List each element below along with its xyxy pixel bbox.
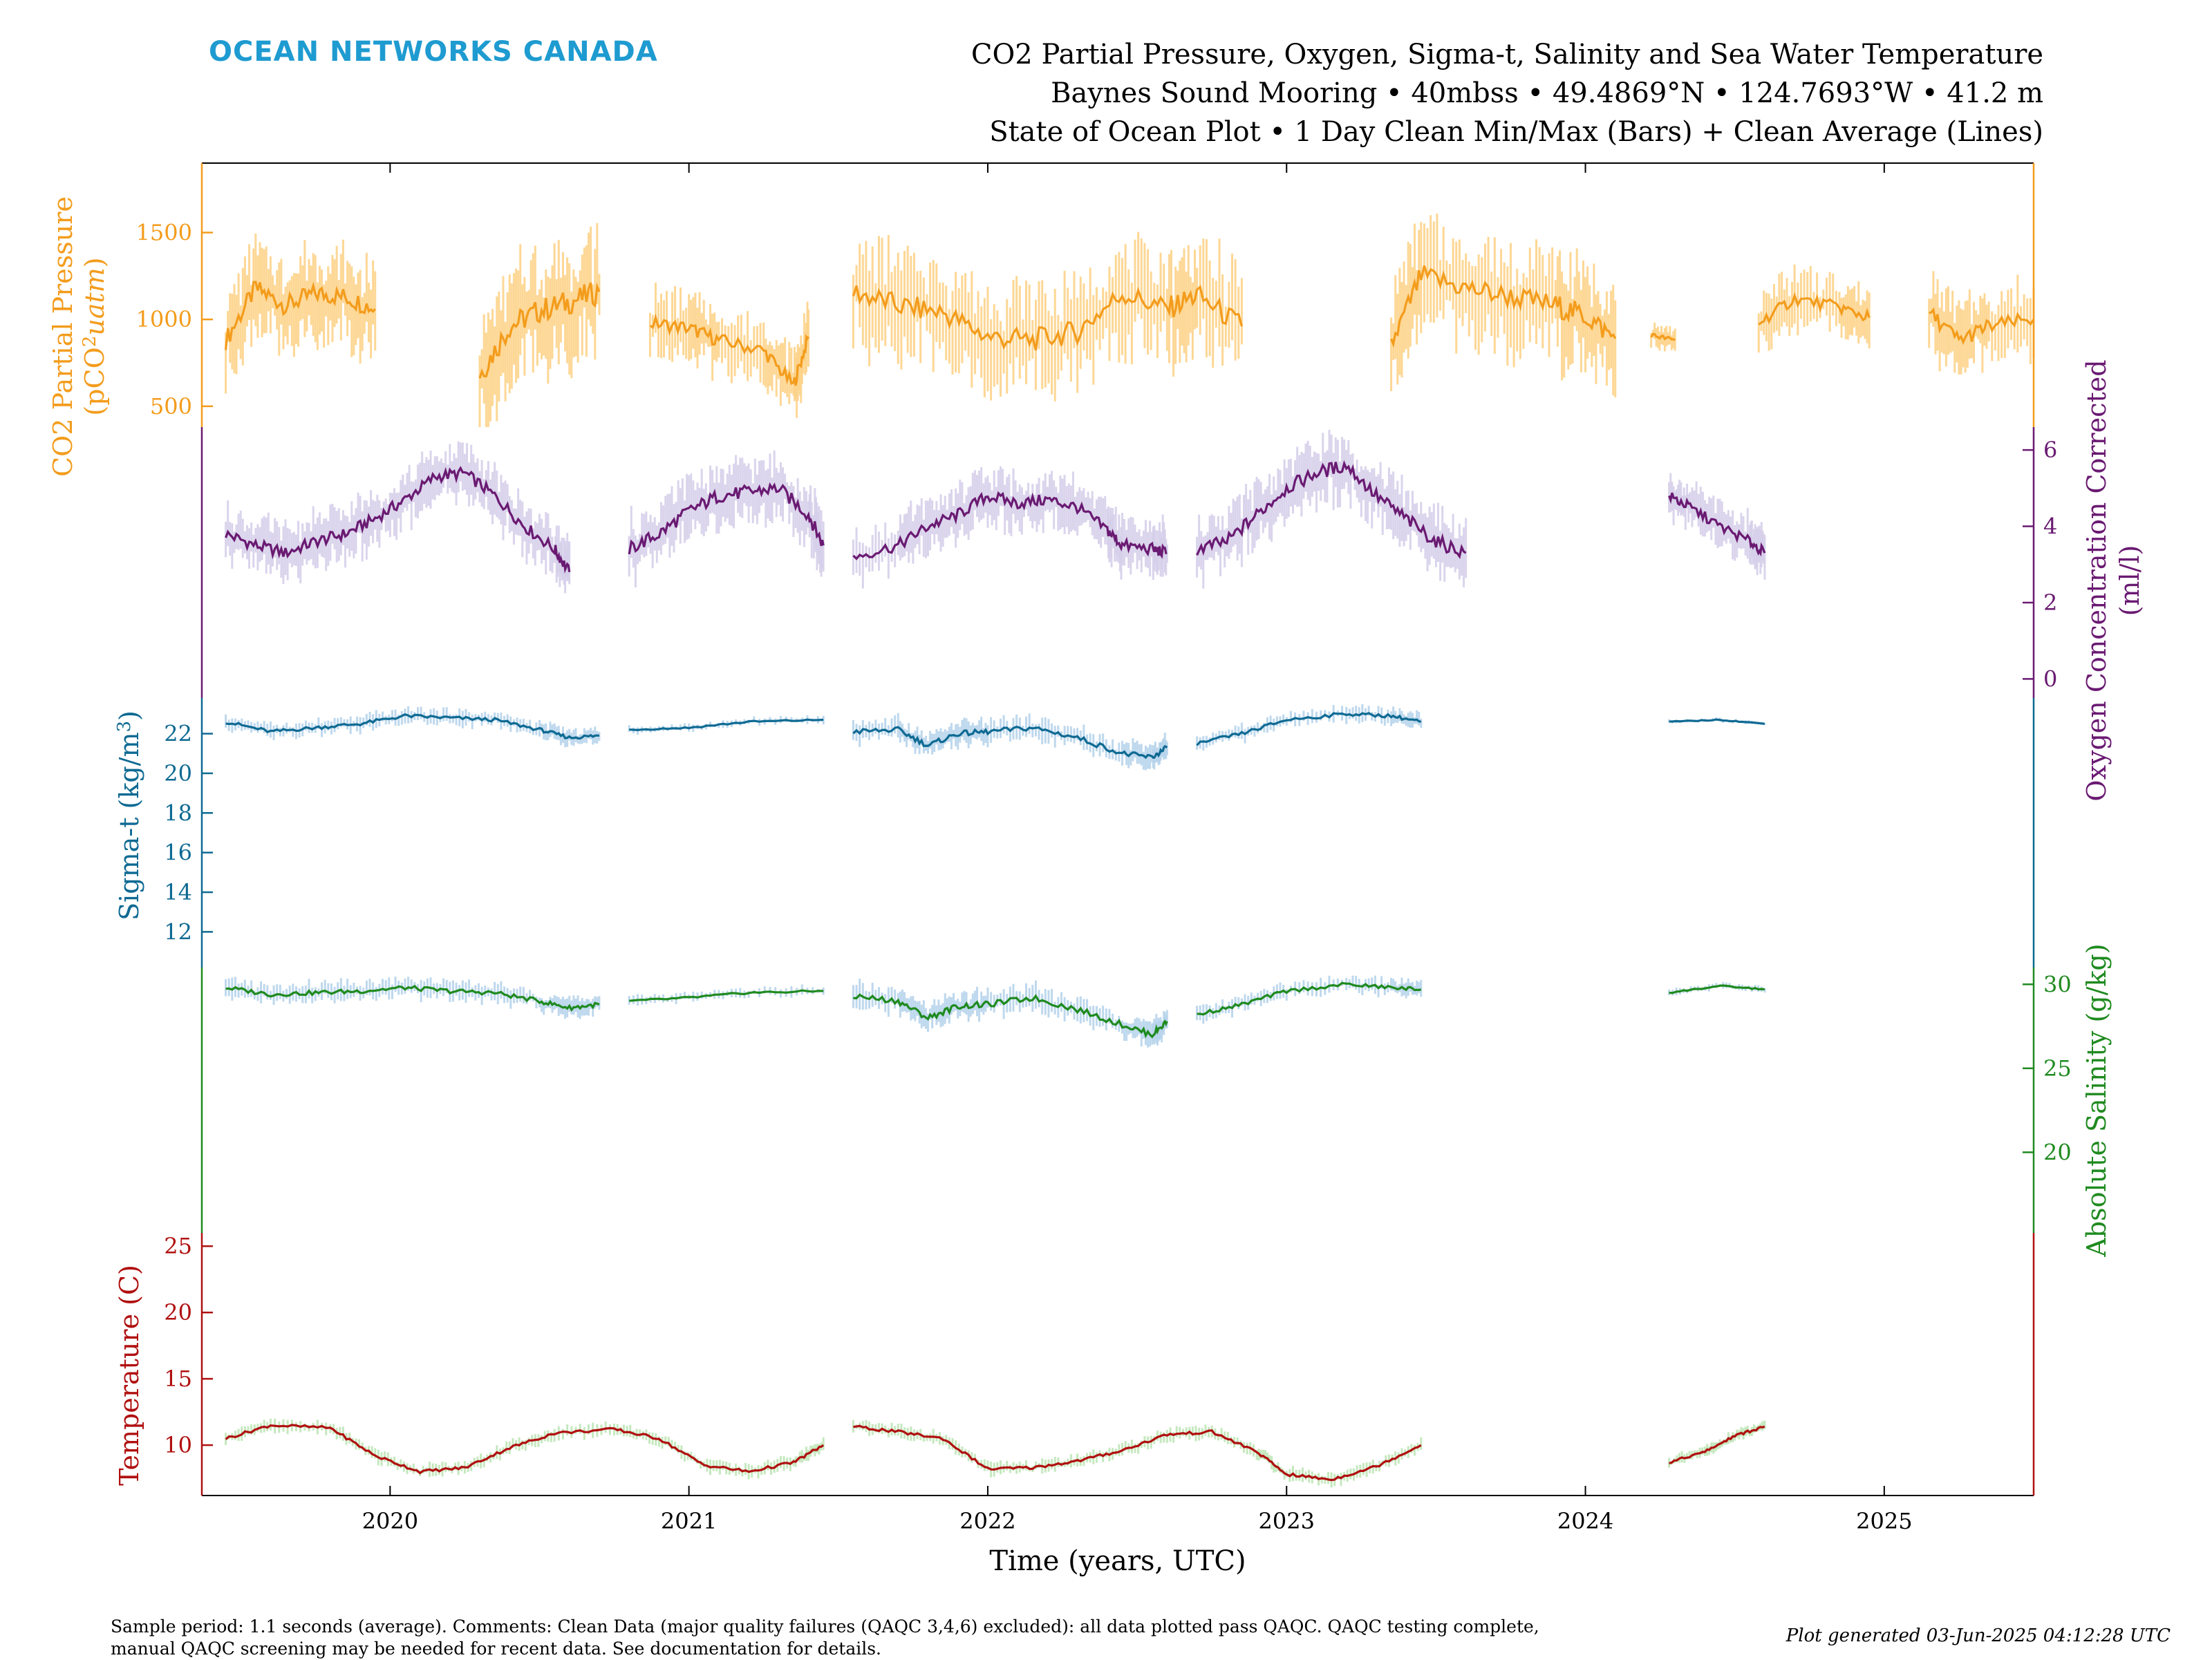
average-line-0-4: [1390, 265, 1617, 348]
y-axis-label-salinity: Absolute Salinity (g/kg): [2081, 943, 2112, 1257]
y-tick-label-3-2: 30: [2043, 971, 2072, 997]
average-line-1-1: [628, 482, 825, 555]
y-tick-label-0-1: 1000: [136, 306, 192, 332]
y-tick-label-2-4: 20: [164, 760, 192, 786]
y-tick-label-3-0: 20: [2043, 1139, 2072, 1165]
x-tick-label-5: 2025: [1856, 1508, 1912, 1534]
average-line-4-0: [225, 1424, 825, 1475]
panel-2: 12 14 16 18 20 22 Sigma-t (kg/m3): [114, 698, 1766, 968]
y-tick-label-2-2: 16: [164, 840, 192, 866]
y-tick-label-1-0: 0: [2043, 666, 2057, 692]
y-axis-label-temperature: Temperature (C): [114, 1265, 144, 1486]
panel-1: 0 2 4 6 Oxygen Concentration Corrected (ml/l): [225, 359, 2145, 802]
y-tick-label-2-0: 12: [164, 918, 192, 945]
average-line-3-3: [1197, 981, 1422, 1016]
y-tick-label-0-0: 500: [150, 393, 192, 419]
y-tick-label-2-1: 14: [164, 879, 192, 905]
average-line-1-4: [1668, 492, 1766, 557]
footer-note: Sample period: 1.1 seconds (average). Co…: [111, 1616, 1700, 1660]
average-line-1-3: [1196, 460, 1467, 559]
y-tick-label-4-3: 25: [164, 1233, 192, 1259]
x-axis-label: Time (years, UTC): [989, 1545, 1246, 1577]
y-axis-label-sigma-t: Sigma-t (kg/m3): [114, 710, 144, 921]
x-tick-label-3: 2023: [1259, 1508, 1315, 1534]
footer-note-line-2: manual QAQC screening may be needed for …: [111, 1639, 881, 1659]
y-tick-label-4-0: 10: [164, 1432, 192, 1458]
plot-generated-date: Plot generated 03-Jun-2025 04:12:28 UTC: [1785, 1625, 2171, 1646]
x-tick-label-4: 2024: [1557, 1508, 1613, 1534]
average-line-4-1: [853, 1424, 1422, 1482]
x-tick-label-0: 2020: [362, 1508, 418, 1534]
average-line-0-2: [649, 313, 809, 386]
average-line-2-4: [1669, 718, 1765, 725]
y-tick-label-2-3: 18: [164, 800, 192, 826]
average-line-2-1: [629, 718, 824, 732]
y-tick-label-3-1: 25: [2043, 1055, 2072, 1082]
chart-title: CO2 Partial Pressure, Oxygen, Sigma-t, S…: [971, 39, 2043, 70]
y-axis-label-oxygen-line1: Oxygen Concentration Corrected: [2081, 359, 2112, 801]
panel-3: 20 25 30 Absolute Salinity (g/kg): [225, 943, 2112, 1258]
chart-subtitle-method: State of Ocean Plot • 1 Day Clean Min/Ma…: [989, 116, 2043, 148]
average-line-4-2: [1669, 1425, 1765, 1464]
average-line-0-7: [1929, 307, 2035, 346]
y-tick-label-2-5: 22: [164, 721, 192, 747]
average-line-1-0: [225, 466, 571, 574]
y-axis-label-co2-line1: CO2 Partial Pressure: [48, 196, 78, 477]
y-tick-label-1-3: 6: [2043, 437, 2057, 463]
y-axis-label-oxygen-line2: (ml/l): [2115, 545, 2145, 616]
average-line-0-3: [852, 285, 1243, 351]
y-tick-label-4-1: 15: [164, 1366, 192, 1392]
y-axis-label-co2-line2: (pCO2uatm): [79, 257, 110, 415]
x-tick-label-2: 2022: [959, 1508, 1015, 1534]
y-tick-label-1-2: 4: [2043, 513, 2057, 540]
average-line-0-6: [1758, 292, 1871, 326]
brand-logo: OCEAN NETWORKS CANADA: [209, 36, 658, 68]
footer-note-line-1: Sample period: 1.1 seconds (average). Co…: [111, 1616, 1539, 1637]
y-tick-label-4-2: 20: [164, 1299, 192, 1326]
average-line-2-2: [852, 726, 1168, 760]
chart-subtitle-location: Baynes Sound Mooring • 40mbss • 49.4869°…: [1051, 77, 2043, 109]
average-line-3-0: [225, 984, 600, 1012]
average-line-2-0: [225, 713, 600, 740]
average-line-3-2: [853, 993, 1168, 1039]
average-line-0-1: [478, 282, 601, 379]
y-tick-label-0-2: 1500: [136, 220, 192, 246]
average-line-3-4: [1669, 984, 1765, 994]
average-line-3-1: [629, 989, 824, 1002]
average-line-0-0: [225, 281, 376, 350]
average-line-0-5: [1650, 332, 1676, 341]
average-line-1-2: [852, 491, 1168, 560]
panel-4: 10 15 20 25 Temperature (C): [114, 1233, 1766, 1496]
x-tick-label-1: 2021: [661, 1508, 717, 1534]
panel-0: 500 1000 1500 CO2 Partial Pressure (pCO2uatm…: [48, 163, 2035, 477]
y-tick-label-1-1: 2: [2043, 590, 2057, 616]
average-line-2-3: [1196, 712, 1422, 746]
